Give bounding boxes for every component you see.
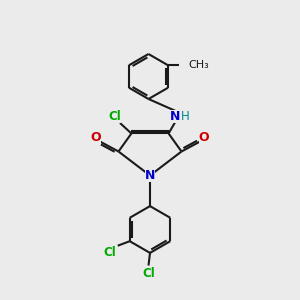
Text: N: N [145, 169, 155, 182]
Text: N: N [170, 110, 181, 123]
Text: O: O [91, 131, 101, 144]
Text: O: O [199, 131, 209, 144]
Text: CH₃: CH₃ [188, 60, 209, 70]
Text: Cl: Cl [142, 267, 155, 280]
Text: Cl: Cl [103, 246, 116, 259]
Text: Cl: Cl [109, 110, 121, 124]
Text: H: H [181, 110, 190, 123]
